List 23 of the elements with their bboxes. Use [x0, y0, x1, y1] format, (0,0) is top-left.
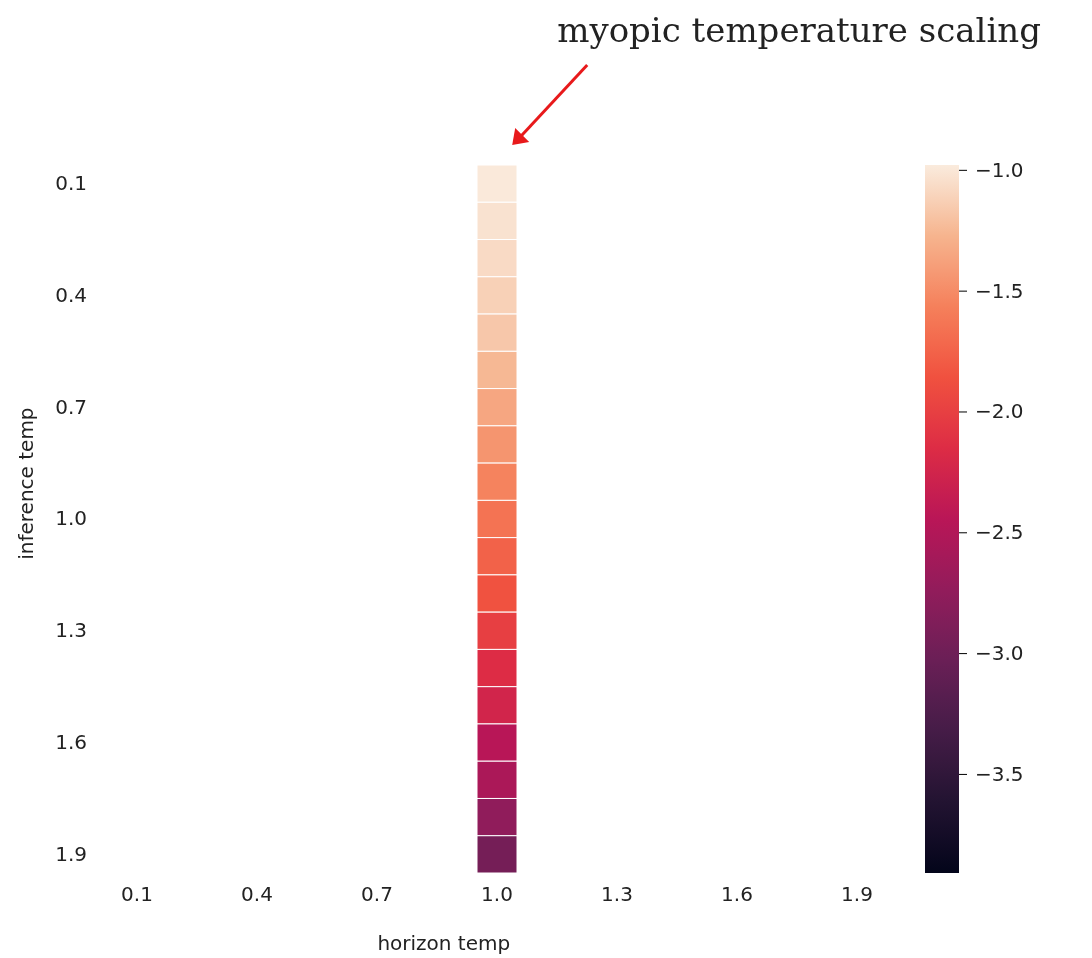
x-tick-label: 1.3: [601, 882, 633, 907]
x-tick-label: 0.1: [121, 882, 153, 907]
color-bar-label: −3.5: [975, 761, 1024, 786]
y-tick-label: 1.3: [55, 618, 87, 643]
x-axis-title: horizon temp: [377, 931, 511, 955]
x-tick-label: 0.4: [241, 882, 273, 907]
y-tick-label: 1.6: [55, 729, 87, 754]
color-bar-label: −1.0: [975, 157, 1024, 182]
x-tick-label: 1.9: [841, 882, 873, 907]
y-tick-label: 0.4: [55, 282, 87, 307]
y-axis-title: inference temp: [14, 407, 38, 560]
color-bar-label: −3.0: [975, 641, 1024, 666]
y-tick-label: 0.1: [55, 171, 87, 196]
text: myopic temperature scaling: [557, 10, 1041, 50]
y-tick-label: 1.0: [55, 506, 87, 531]
y-tick-label: 0.7: [55, 394, 87, 419]
color-bar-label: −2.0: [975, 399, 1024, 424]
y-tick-label: 1.9: [55, 841, 87, 866]
x-tick-label: 1.6: [721, 882, 753, 907]
color-bar-label: −1.5: [975, 278, 1024, 303]
x-tick-label: 0.7: [361, 882, 393, 907]
color-bar-label: −2.5: [975, 520, 1024, 545]
x-tick-label: 1.0: [481, 882, 513, 907]
